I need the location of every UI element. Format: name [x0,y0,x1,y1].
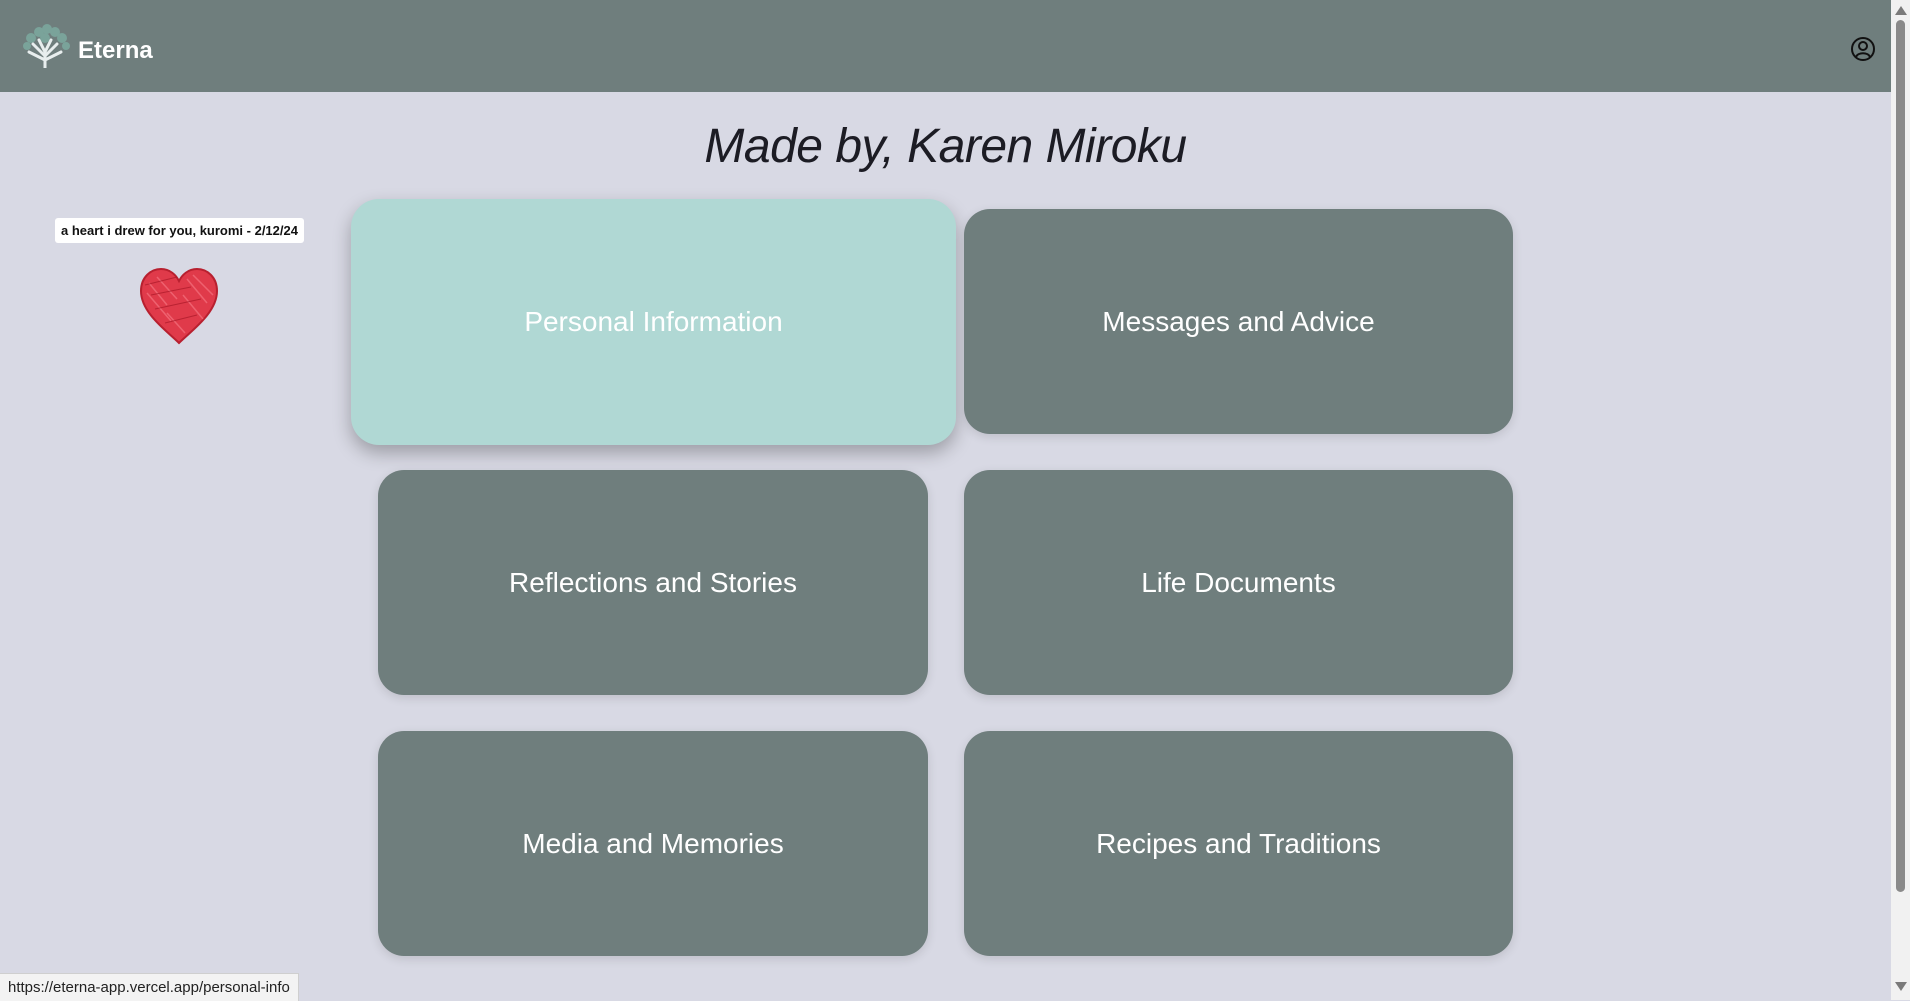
vertical-scrollbar[interactable] [1891,0,1910,1000]
card-reflections-and-stories[interactable]: Reflections and Stories [378,470,928,695]
tree-logo-icon[interactable] [19,24,71,68]
card-label: Personal Information [524,306,783,337]
scroll-up-arrow-icon[interactable] [1895,6,1907,15]
card-life-documents[interactable]: Life Documents [964,470,1513,695]
scroll-down-arrow-icon[interactable] [1895,982,1907,991]
card-label: Messages and Advice [1102,305,1375,337]
scroll-thumb[interactable] [1896,20,1905,892]
status-bar-url: https://eterna-app.vercel.app/personal-i… [0,973,299,1001]
card-messages-and-advice[interactable]: Messages and Advice [964,209,1513,434]
heart-drawing-icon [139,267,219,345]
page-title: Made by, Karen Miroku [704,120,1187,173]
user-circle-icon[interactable] [1850,36,1876,62]
card-personal-information[interactable]: Personal Information [351,199,956,445]
top-navigation-bar: Eterna [0,0,1891,92]
card-label: Media and Memories [522,827,784,859]
card-recipes-and-traditions[interactable]: Recipes and Traditions [964,731,1513,956]
card-label: Recipes and Traditions [1096,827,1381,859]
card-label: Reflections and Stories [509,566,797,598]
note-caption: a heart i drew for you, kuromi - 2/12/24 [55,218,304,243]
brand-name[interactable]: Eterna [78,37,153,64]
card-media-and-memories[interactable]: Media and Memories [378,731,928,956]
card-label: Life Documents [1141,566,1336,598]
